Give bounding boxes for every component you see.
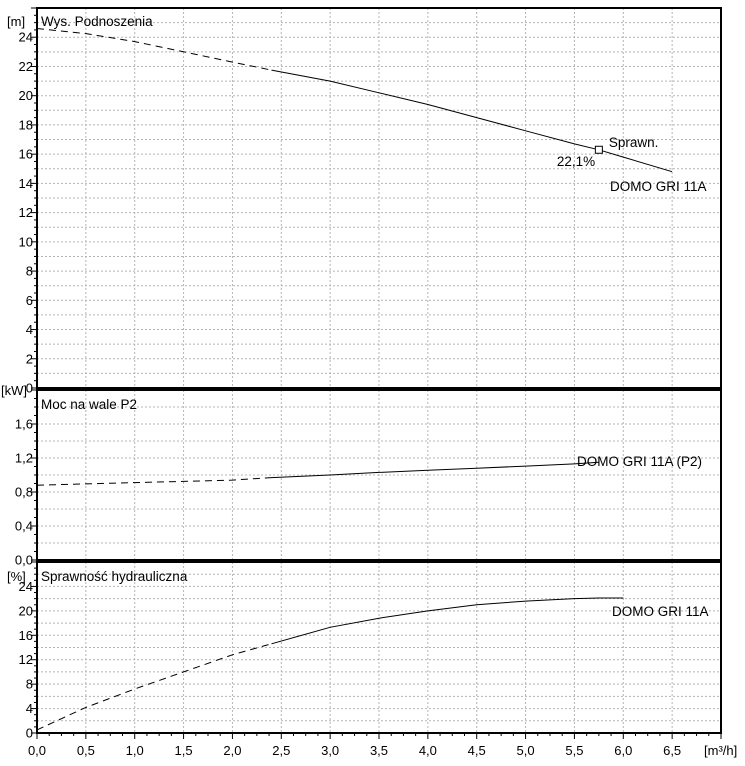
y-tick-label: 14 <box>19 176 33 191</box>
series-line <box>271 597 624 645</box>
y-tick-label: 0,0 <box>15 553 33 568</box>
efficiency-value-label: 22,1% <box>557 154 595 169</box>
y-tick-label: 8 <box>26 677 33 692</box>
x-tick-label: 4,5 <box>468 743 486 758</box>
x-tick-label: 0,5 <box>77 743 95 758</box>
series-label: DOMO GRI 11A (P2) <box>577 454 702 469</box>
y-tick-label: 1,6 <box>15 417 33 432</box>
x-tick-label: 5,5 <box>565 743 583 758</box>
x-tick-label: 6,0 <box>614 743 632 758</box>
x-tick-label: 1,0 <box>126 743 144 758</box>
y-tick-label: 1,2 <box>15 451 33 466</box>
y-tick-label: 0 <box>26 726 33 741</box>
x-tick-label: 0,0 <box>28 743 46 758</box>
y-tick-label: 2 <box>26 351 33 366</box>
x-tick-label: 5,0 <box>517 743 535 758</box>
y-tick-label: 18 <box>19 117 33 132</box>
y-tick-label: 6 <box>26 293 33 308</box>
y-tick-label: 0 <box>26 381 33 396</box>
series-line-dashed <box>36 28 272 71</box>
y-tick-label: 12 <box>19 652 33 667</box>
series-label: DOMO GRI 11A <box>610 179 707 194</box>
y-tick-label: 20 <box>19 88 33 103</box>
y-tick-label: 4 <box>26 322 33 337</box>
y-tick-label: 0,4 <box>15 519 33 534</box>
series-line-dashed <box>36 477 272 486</box>
series-line <box>271 69 673 173</box>
series-label: DOMO GRI 11A <box>612 604 709 619</box>
panel-title: Wys. Podnoszenia <box>41 14 153 29</box>
y-tick-label: 24 <box>19 579 33 594</box>
series-line <box>271 461 599 479</box>
x-tick-label: 3,5 <box>370 743 388 758</box>
grid-layer <box>37 8 721 733</box>
curves-layer <box>36 28 673 731</box>
panel-title: Sprawność hydrauliczna <box>41 569 188 584</box>
y-axis-label: [%] <box>7 569 26 584</box>
y-axis-label: [m] <box>7 14 25 29</box>
y-tick-label: 4 <box>26 701 33 716</box>
efficiency-point-marker <box>594 145 603 154</box>
y-tick-label: 24 <box>19 30 33 45</box>
x-tick-label: 3,0 <box>321 743 339 758</box>
x-tick-label: 2,0 <box>223 743 241 758</box>
y-tick-label: 20 <box>19 603 33 618</box>
y-tick-label: 8 <box>26 264 33 279</box>
y-tick-label: 0,8 <box>15 485 33 500</box>
panel-title: Moc na wale P2 <box>41 397 137 412</box>
x-axis-label: [m³/h] <box>704 743 737 758</box>
y-axis-label: [kW] <box>1 383 27 398</box>
x-tick-label: 1,5 <box>175 743 193 758</box>
y-tick-label: 10 <box>19 234 33 249</box>
y-tick-label: 22 <box>19 59 33 74</box>
x-tick-label: 4,0 <box>419 743 437 758</box>
y-tick-label: 12 <box>19 205 33 220</box>
y-tick-label: 16 <box>19 628 33 643</box>
x-tick-label: 2,5 <box>272 743 290 758</box>
x-tick-label: 6,5 <box>663 743 681 758</box>
series-line-dashed <box>36 643 272 731</box>
y-tick-label: 16 <box>19 147 33 162</box>
efficiency-point-label: Sprawn. <box>609 135 659 150</box>
ticks-layer <box>31 7 722 739</box>
